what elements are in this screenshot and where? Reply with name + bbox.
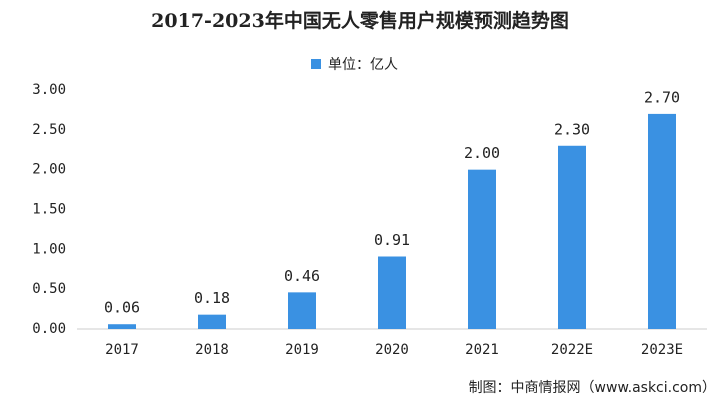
value-label: 0.06: [104, 299, 140, 317]
y-tick-label: 2.00: [32, 162, 66, 178]
value-label: 2.70: [644, 88, 680, 106]
value-label: 0.91: [374, 231, 410, 249]
value-label: 2.00: [464, 144, 500, 162]
x-tick-label: 2018: [195, 342, 229, 358]
bar: [108, 324, 136, 329]
y-tick-label: 3.00: [32, 82, 66, 98]
chart-title: 2017-2023年中国无人零售用户规模预测趋势图: [151, 9, 569, 32]
y-tick-label: 0.00: [32, 321, 66, 337]
value-label: 0.18: [194, 289, 230, 307]
bar: [378, 256, 406, 329]
y-tick-label: 2.50: [32, 122, 66, 138]
y-tick-label: 1.00: [32, 241, 66, 257]
bar: [648, 113, 676, 330]
y-tick-label: 0.50: [32, 281, 66, 297]
legend-label: 单位：亿人: [328, 57, 398, 73]
x-tick-label: 2022E: [551, 342, 593, 358]
source-note: 制图：中商情报网（www.askci.com）: [469, 380, 716, 396]
value-label: 0.46: [284, 267, 320, 285]
x-tick-label: 2020: [375, 342, 409, 358]
x-tick-label: 2019: [285, 342, 319, 358]
y-tick-label: 1.50: [32, 202, 66, 218]
x-tick-label: 2021: [465, 342, 499, 358]
legend-swatch: [311, 59, 321, 69]
bar: [288, 292, 316, 329]
bar: [558, 145, 586, 329]
bar: [468, 169, 496, 329]
x-tick-label: 2023E: [641, 342, 683, 358]
bar: [198, 314, 226, 329]
value-label: 2.30: [554, 120, 590, 138]
x-tick-label: 2017: [105, 342, 139, 358]
